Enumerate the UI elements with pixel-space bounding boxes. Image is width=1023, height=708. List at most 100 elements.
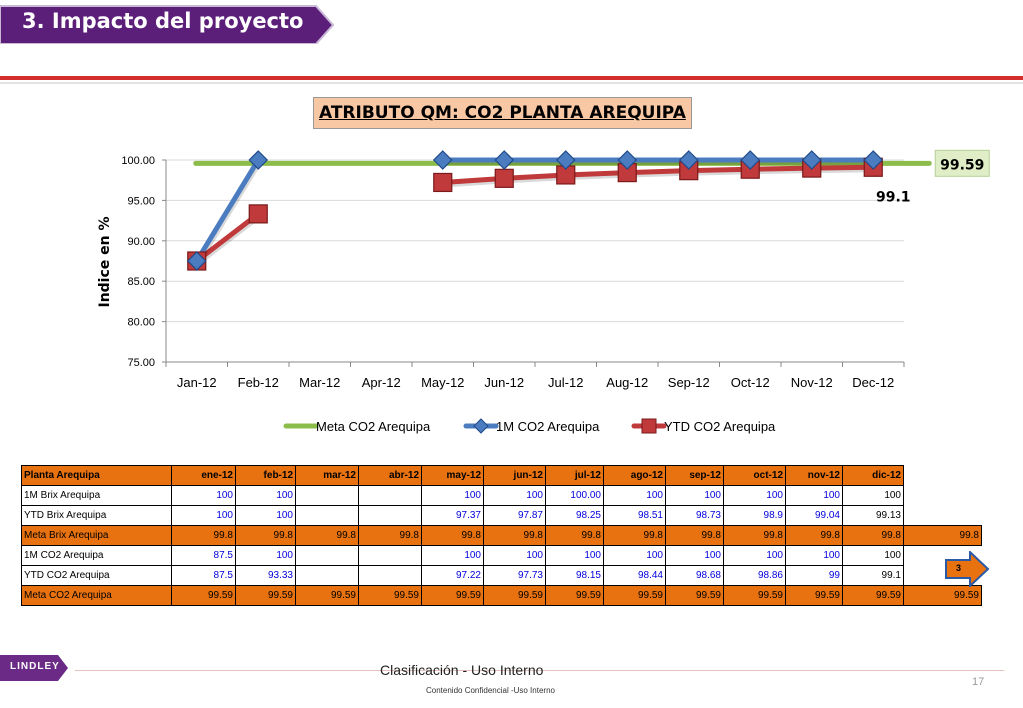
y-tick-label: 90.00 bbox=[127, 236, 155, 248]
table-cell: 99.8 bbox=[171, 525, 236, 546]
table-header-cell: abr-12 bbox=[358, 465, 422, 486]
x-tick-label: Mar-12 bbox=[299, 375, 340, 390]
table-cell bbox=[295, 545, 359, 566]
table-cell: 100 bbox=[603, 545, 666, 566]
header-divider-shadow bbox=[0, 82, 1023, 84]
table-cell: 99.13 bbox=[842, 505, 904, 526]
table-header-row: Planta Arequipa ene-12 feb-12 mar-12 abr-12 m… bbox=[21, 465, 982, 486]
x-tick-label: Oct-12 bbox=[731, 375, 770, 390]
ytd-co2-line bbox=[440, 164, 876, 185]
table-header-cell: jul-12 bbox=[545, 465, 604, 486]
table-cell: 97.87 bbox=[483, 505, 546, 526]
table-cell: 100 bbox=[842, 485, 904, 506]
table-cell: 100 bbox=[665, 485, 724, 506]
table-cell: 100 bbox=[171, 485, 236, 506]
table-cell: 99.8 bbox=[723, 525, 786, 546]
ytd-co2-marker bbox=[433, 172, 453, 193]
table-row: YTD Brix Arequipa 100 100 97.37 97.87 98.25 98… bbox=[21, 505, 982, 526]
table-cell: 99.8 bbox=[295, 525, 359, 546]
table-cell bbox=[904, 506, 982, 526]
table-header-cell: dic-12 bbox=[842, 465, 904, 486]
table-cell: 99.59 bbox=[545, 585, 604, 606]
monthly-co2-marker bbox=[617, 150, 638, 170]
x-tick-label: Jun-12 bbox=[484, 375, 524, 390]
table-cell: 99.59 bbox=[842, 585, 904, 606]
header-divider bbox=[0, 76, 1023, 80]
table-cell: 99.59 bbox=[603, 585, 666, 606]
table-cell: 99.1 bbox=[842, 565, 904, 586]
ytd-co2-marker bbox=[248, 204, 268, 224]
table-cell: 100.00 bbox=[545, 485, 604, 506]
table-cell: 100 bbox=[665, 545, 724, 566]
table-cell: 100 bbox=[785, 545, 843, 566]
monthly-co2-marker bbox=[740, 150, 761, 170]
table-cell: 100 bbox=[235, 545, 296, 566]
next-arrow-button[interactable] bbox=[944, 551, 990, 587]
table-cell: 99.8 bbox=[903, 525, 982, 546]
table-cell: 99.59 bbox=[903, 585, 982, 606]
table-cell bbox=[295, 565, 359, 586]
legend-marker-diamond bbox=[473, 418, 489, 434]
monthly-co2-marker bbox=[432, 150, 453, 170]
x-tick-label: May-12 bbox=[421, 375, 464, 390]
title-banner-shape bbox=[0, 5, 335, 44]
table-cell bbox=[358, 505, 422, 526]
x-tick-label: Nov-12 bbox=[791, 375, 833, 390]
next-arrow-label[interactable]: 3 bbox=[956, 563, 962, 573]
table-cell: 99.59 bbox=[358, 585, 422, 606]
table-cell: 97.73 bbox=[483, 565, 546, 586]
table-cell: 100 bbox=[723, 485, 786, 506]
table-header-cell: nov-12 bbox=[785, 465, 843, 486]
table-header-cell: mar-12 bbox=[295, 465, 359, 486]
table-cell: 97.22 bbox=[421, 565, 484, 586]
table-cell: 98.51 bbox=[603, 505, 666, 526]
table-cell: 98.73 bbox=[665, 505, 724, 526]
y-tick-label: 95.00 bbox=[127, 195, 155, 207]
table-cell: 100 bbox=[235, 505, 296, 526]
y-tick-label: 75.00 bbox=[127, 357, 155, 369]
table-row-label: 1M CO2 Arequipa bbox=[21, 545, 172, 566]
y-tick-label: 85.00 bbox=[127, 276, 155, 288]
x-tick-label: Aug-12 bbox=[606, 375, 648, 390]
page-title: 3. Impacto del proyecto bbox=[22, 9, 304, 33]
table-cell: 99.8 bbox=[545, 525, 604, 546]
monthly-co2-marker bbox=[494, 150, 515, 170]
table-cell: 99.8 bbox=[358, 525, 422, 546]
co2-chart: 75.00 80.00 85.00 90.00 95.00 100.00 Jan-12 Feb… bbox=[97, 149, 990, 434]
table-cell: 100 bbox=[785, 485, 843, 506]
annotation-box bbox=[934, 149, 990, 177]
table-cell: 99.59 bbox=[295, 585, 359, 606]
table-header-cell: jun-12 bbox=[483, 465, 546, 486]
footer-classification: Clasificación - Uso Interno bbox=[380, 662, 544, 678]
table-cell: 99.04 bbox=[785, 505, 843, 526]
table-cell: 98.15 bbox=[545, 565, 604, 586]
monthly-co2-line bbox=[194, 157, 261, 264]
table-header-cell: ago-12 bbox=[603, 465, 666, 486]
table-cell: 99.59 bbox=[785, 585, 843, 606]
table-header-cell: oct-12 bbox=[723, 465, 786, 486]
title-banner bbox=[0, 4, 335, 44]
table-cell: 100 bbox=[483, 545, 546, 566]
meta-annotation: 99.59 bbox=[940, 157, 984, 173]
table-cell: 99.8 bbox=[421, 525, 484, 546]
table-header-label: Planta Arequipa bbox=[21, 465, 172, 486]
table-cell: 98.68 bbox=[665, 565, 724, 586]
table-cell: 100 bbox=[421, 545, 484, 566]
table-cell: 100 bbox=[235, 485, 296, 506]
table-cell: 100 bbox=[723, 545, 786, 566]
table-cell: 98.86 bbox=[723, 565, 786, 586]
ytd-co2-marker bbox=[494, 168, 514, 188]
x-tick-label: Jan-12 bbox=[177, 375, 217, 390]
table-cell: 99.59 bbox=[171, 585, 236, 606]
footer-confidential: Contenido Confidencial -Uso Interno bbox=[426, 686, 555, 695]
monthly-co2-marker bbox=[801, 150, 822, 170]
legend-marker-square bbox=[641, 418, 657, 434]
table-cell: 100 bbox=[603, 485, 666, 506]
table-cell: 97.37 bbox=[421, 505, 484, 526]
table-header-cell: may-12 bbox=[421, 465, 484, 486]
y-tick-label: 80.00 bbox=[127, 317, 155, 329]
monthly-co2-marker bbox=[248, 150, 269, 170]
table-cell: 87.5 bbox=[171, 545, 236, 566]
table-row: Meta CO2 Arequipa 99.59 99.59 99.59 99.59 99.… bbox=[21, 585, 982, 606]
data-table: Planta Arequipa ene-12 feb-12 mar-12 abr-12 m… bbox=[21, 465, 982, 606]
